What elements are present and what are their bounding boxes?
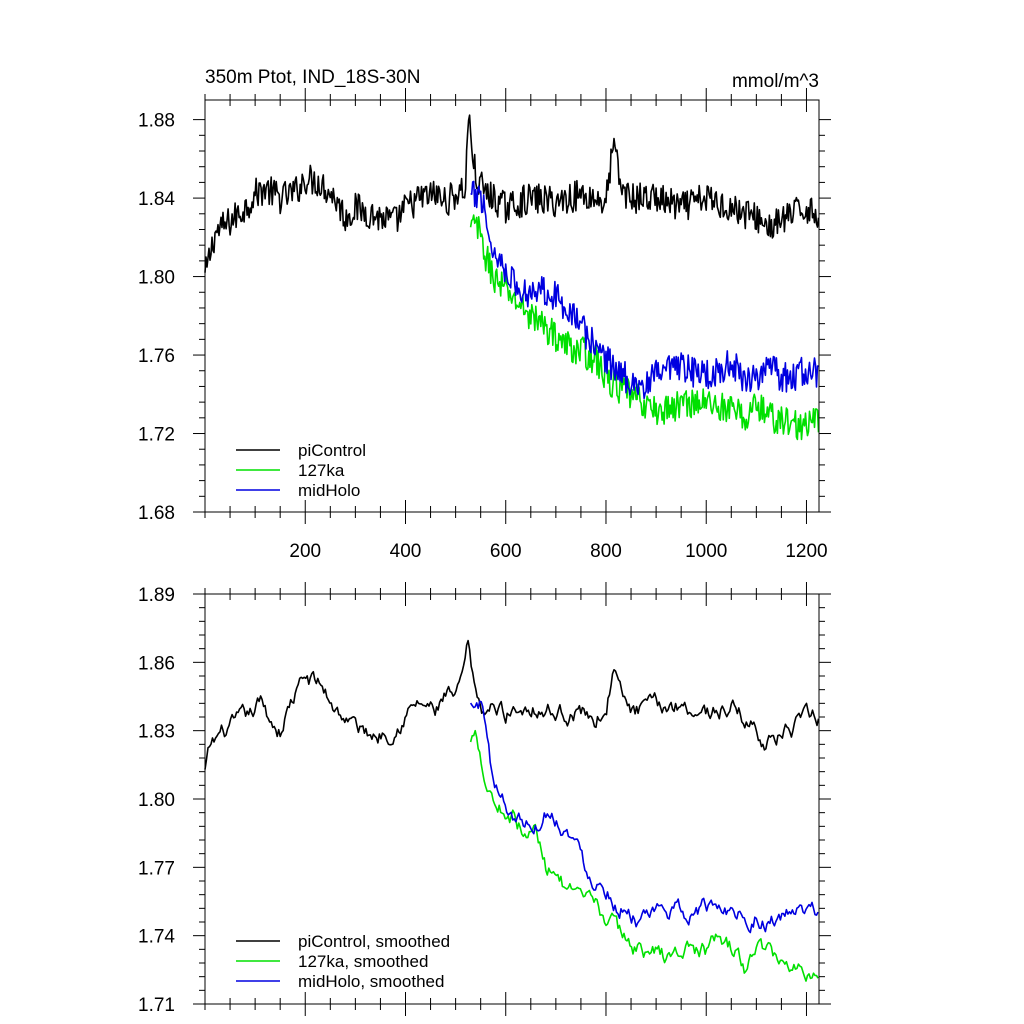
top-panel-frame [204, 99, 820, 513]
top-x-tick-label: 200 [289, 541, 321, 562]
bottom-legend-label: piControl, smoothed [298, 932, 450, 951]
top-panel-series [204, 114, 820, 441]
top-x-tick-label: 600 [490, 541, 522, 562]
bottom-panel: 1.71 1.74 1.77 1.80 1.83 1.86 1.89 piControl, … [138, 582, 831, 1016]
top-panel: 350m Ptot, IND_18S-30N mmol/m^3 200 400 60… [138, 67, 831, 562]
bottom-y-tick-label: 1.89 [138, 585, 175, 606]
bottom-panel-frame [204, 593, 820, 1005]
bottom-series-line [469, 700, 819, 934]
top-y-tick-label: 1.76 [138, 346, 175, 367]
top-legend-label: piControl [298, 441, 366, 460]
bottom-y-tick-label: 1.80 [138, 790, 175, 811]
top-y-tick-label: 1.88 [138, 111, 175, 132]
bottom-legend-label: 127ka, smoothed [298, 952, 428, 971]
chart-title: 350m Ptot, IND_18S-30N [205, 67, 420, 88]
bottom-panel-ticks: 1.71 1.74 1.77 1.80 1.83 1.86 1.89 [138, 582, 831, 1016]
bottom-y-tick-label: 1.77 [138, 858, 175, 879]
top-series-line [469, 214, 820, 441]
top-legend-label: midHolo [298, 481, 360, 500]
bottom-series-line [204, 639, 820, 770]
bottom-y-tick-label: 1.83 [138, 722, 175, 743]
bottom-y-tick-label: 1.74 [138, 927, 175, 948]
bottom-legend-label: midHolo, smoothed [298, 972, 444, 991]
top-x-tick-label: 1000 [685, 541, 727, 562]
top-x-tick-label: 1200 [785, 541, 827, 562]
top-panel-ticks: 200 400 600 800 1000 1200 1.68 1.72 1.76 1.80 1.84… [138, 88, 831, 562]
top-y-tick-label: 1.72 [138, 425, 175, 446]
top-y-tick-label: 1.80 [138, 268, 175, 289]
bottom-series-line [469, 729, 819, 982]
top-y-tick-label: 1.84 [138, 189, 175, 210]
top-series-line [470, 180, 819, 400]
bottom-y-tick-label: 1.71 [138, 995, 175, 1016]
top-y-tick-label: 1.68 [138, 503, 175, 524]
top-x-tick-label: 800 [590, 541, 622, 562]
bottom-panel-series [204, 639, 820, 982]
top-legend-label: 127ka [298, 461, 345, 480]
top-series-line [204, 114, 820, 273]
bottom-y-tick-label: 1.86 [138, 653, 175, 674]
units-label: mmol/m^3 [732, 71, 819, 92]
top-x-tick-label: 400 [390, 541, 422, 562]
